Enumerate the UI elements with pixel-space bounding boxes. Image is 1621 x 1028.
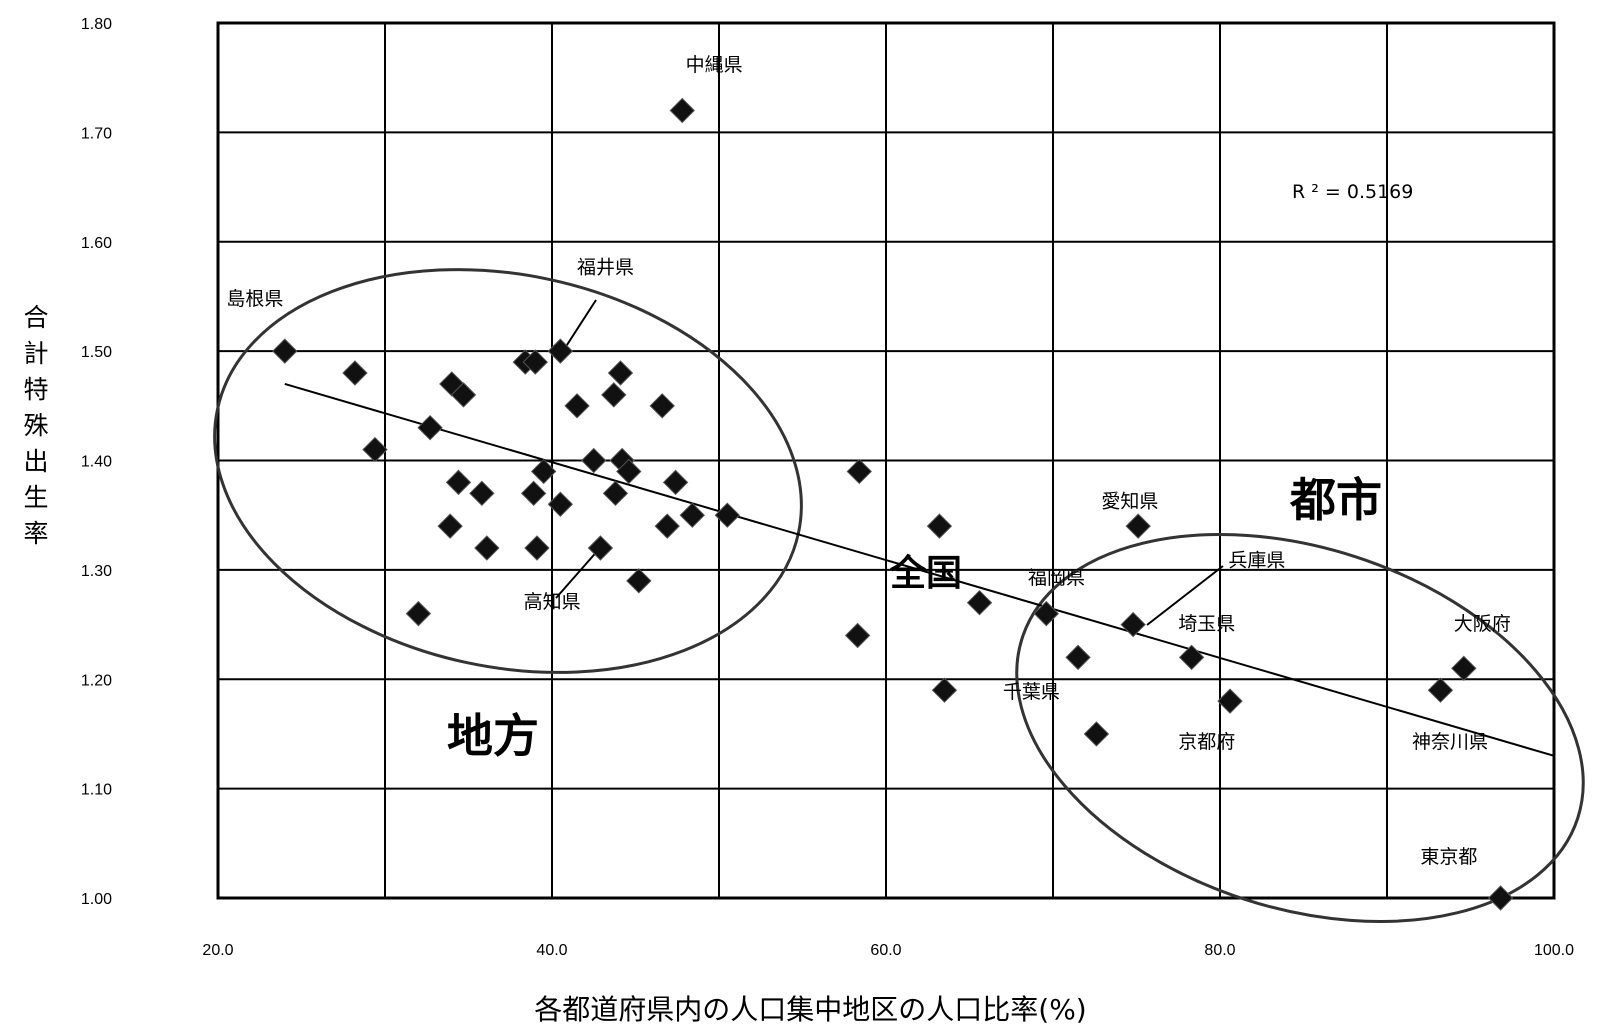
- region-ellipses: [213, 268, 1585, 924]
- x-tick-label: 80.0: [1204, 942, 1235, 959]
- r-squared-annotation: R ² = 0.5169: [1292, 181, 1413, 203]
- data-point: [469, 480, 495, 507]
- trendline: [284, 382, 1555, 757]
- point-label: 京都府: [1178, 731, 1235, 753]
- point-label: 東京都: [1420, 846, 1477, 868]
- data-point: [530, 458, 557, 485]
- data-point: [362, 436, 388, 463]
- data-point: [1033, 600, 1060, 627]
- x-tick-label: 100.0: [1534, 942, 1574, 959]
- data-point: [607, 360, 634, 386]
- data-point: [522, 349, 549, 375]
- data-point: [616, 458, 642, 485]
- point-label: 兵庫県: [1228, 550, 1285, 572]
- data-point: [417, 414, 443, 441]
- data-point: [272, 338, 298, 364]
- y-tick-label: 1.40: [81, 454, 112, 471]
- data-point: [714, 502, 741, 528]
- y-tick-label: 1.00: [81, 891, 112, 908]
- y-axis-label: 合計特殊出生率: [23, 303, 49, 548]
- data-point: [342, 360, 368, 386]
- data-point: [602, 480, 629, 507]
- leader-hyogo: [1146, 565, 1224, 626]
- region-label-local: 地方: [447, 709, 539, 763]
- local-region-ellipse: [213, 268, 803, 674]
- x-axis-label: 各都道府県内の人口集中地区の人口比率(%): [534, 993, 1087, 1026]
- data-point: [654, 513, 680, 539]
- data-point: [1065, 644, 1091, 671]
- data-point: [669, 97, 695, 124]
- data-point: [1217, 688, 1243, 714]
- region-label-national: 全国: [889, 552, 962, 594]
- data-point: [626, 568, 652, 594]
- data-point: [1451, 655, 1477, 682]
- data-point: [405, 600, 432, 627]
- point-label: 埼玉県: [1178, 613, 1235, 635]
- urban-region-ellipse: [1015, 532, 1585, 924]
- data-point: [662, 469, 689, 496]
- data-point: [844, 622, 871, 649]
- y-tick-label: 1.20: [81, 672, 112, 689]
- data-point: [437, 513, 463, 539]
- y-tick-label: 1.70: [81, 125, 112, 142]
- point-label: 高知県: [524, 591, 581, 613]
- point-label: 島根県: [226, 288, 283, 310]
- y-tick-label: 1.80: [81, 16, 112, 33]
- data-point: [931, 677, 958, 703]
- y-tick-label: 1.30: [81, 563, 112, 580]
- data-points: [272, 97, 1514, 911]
- data-point: [520, 480, 547, 507]
- data-point: [1487, 885, 1514, 911]
- leader-kochi: [555, 547, 601, 599]
- point-label: 福岡県: [1028, 567, 1085, 589]
- point-label: 福井県: [577, 256, 634, 278]
- leader-fukui: [564, 299, 597, 349]
- data-point: [649, 393, 675, 419]
- data-point: [966, 589, 993, 616]
- data-point: [846, 458, 872, 485]
- y-tick-label: 1.60: [81, 235, 112, 252]
- data-point: [926, 513, 953, 539]
- data-point: [450, 382, 477, 408]
- x-tick-label: 40.0: [536, 942, 567, 959]
- data-point: [679, 502, 705, 528]
- data-point: [581, 447, 607, 474]
- region-label-urban: 都市: [1289, 473, 1382, 527]
- point-label: 愛知県: [1101, 491, 1158, 513]
- point-label: 大阪府: [1454, 613, 1511, 635]
- tick-labels: 1.00 1.10 1.20 1.30 1.40 1.50 1.60 1.70 1.80 20.0…: [81, 16, 1574, 959]
- data-point: [1427, 677, 1454, 703]
- y-tick-label: 1.10: [81, 782, 112, 799]
- data-point: [547, 338, 574, 364]
- point-label: 神奈川県: [1412, 731, 1488, 753]
- data-point: [601, 382, 627, 408]
- data-point: [474, 535, 500, 561]
- x-tick-label: 20.0: [202, 942, 233, 959]
- data-point: [587, 535, 614, 561]
- point-label: 千葉県: [1003, 681, 1060, 703]
- gridlines: [218, 22, 1554, 899]
- y-tick-label: 1.50: [81, 344, 112, 361]
- data-point: [445, 469, 472, 496]
- data-point: [1120, 611, 1146, 638]
- data-point: [564, 393, 590, 419]
- data-point: [1083, 721, 1110, 747]
- data-point: [524, 535, 550, 561]
- leader-lines: [555, 299, 1224, 626]
- point-label: 中縄県: [686, 54, 743, 76]
- x-tick-label: 60.0: [870, 942, 901, 959]
- data-point: [1125, 513, 1151, 539]
- data-point: [547, 491, 574, 517]
- data-point: [1178, 644, 1205, 671]
